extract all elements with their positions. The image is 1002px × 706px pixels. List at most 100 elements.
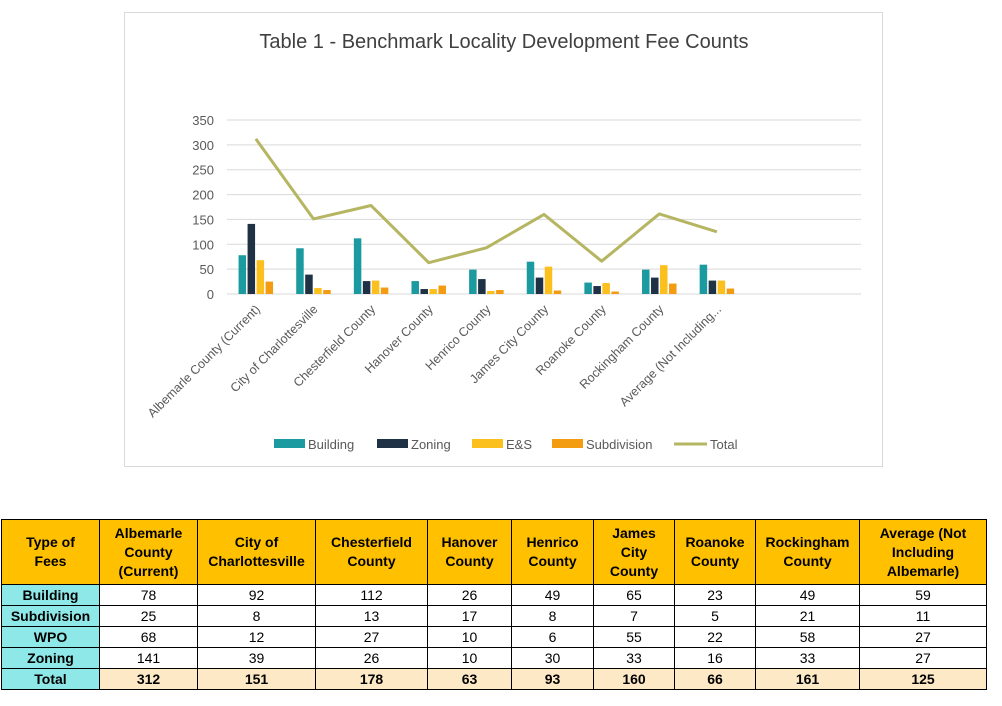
column-header: James City County [593,519,675,585]
column-header-line: Chesterfield [331,534,412,550]
table-cell: 27 [859,626,987,648]
table-cell: 141 [99,647,198,669]
table-cell: 92 [197,584,316,606]
bar-building [411,281,419,294]
column-header-line: James [612,524,656,541]
table-cell: 26 [427,584,512,606]
column-header-line: County [347,553,396,569]
table-cell: 30 [511,647,594,669]
bar-zoning [651,277,659,294]
table-cell: 33 [755,647,860,669]
table-cell: 178 [315,668,428,690]
table-cell: 8 [511,605,594,627]
table-cell: 13 [315,605,428,627]
bar-subdivision [669,283,677,294]
bar-subdivision [438,285,446,294]
table-row: WPO 68 12 27 10 6 55 22 58 27 [1,626,987,648]
row-header: Total [1,668,100,690]
bar-building [353,238,362,294]
column-header-line: County [609,562,659,579]
table-cell: 65 [593,584,675,606]
bar-subdivision [611,291,619,294]
table-cell: 160 [593,668,675,690]
table-cell: 10 [427,647,512,669]
column-header-line: Type of [26,534,75,550]
table-cell: 33 [593,647,675,669]
legend-swatch [377,439,408,448]
table-cell: 66 [674,668,756,690]
bar-es [717,280,726,294]
column-header-line: Albemarle) [886,562,960,579]
column-header-line: Roanoke [685,534,745,550]
column-header-line: Henrico [526,534,579,550]
table-cell: 10 [427,626,512,648]
x-category-label: Average (Not Including... [617,302,724,409]
bar-building [238,255,247,294]
bar-building [296,248,304,294]
legend-swatch [274,439,305,448]
bar-subdivision [726,288,735,294]
row-header: Zoning [1,647,100,669]
row-header: Building [1,584,100,606]
table-cell: 49 [511,584,594,606]
legend-swatch [472,439,503,448]
bar-es [429,289,437,294]
table-cell: 27 [315,626,428,648]
bar-es [602,283,610,294]
table-cell: 11 [859,605,987,627]
column-header-line: Albemarle [114,524,183,541]
bar-es [660,265,668,294]
table-cell: 63 [427,668,512,690]
bar-building [699,264,708,294]
legend-swatch [552,439,583,448]
bar-es [314,288,322,294]
table-cell: 26 [315,647,428,669]
legend-label: Subdivision [586,437,653,452]
column-header: Average (Not Including Albemarle) [859,519,987,585]
table-cell: 17 [427,605,512,627]
column-header-line: County [124,543,173,560]
column-header-line: Average (Not [879,524,967,541]
bar-building [526,261,535,294]
column-header-line: County [690,553,740,569]
column-header-line: City of [234,534,279,550]
y-tick-label: 300 [192,138,214,153]
bar-es [487,291,495,294]
table-cell: 312 [99,668,198,690]
table-cell: 68 [99,626,198,648]
table-cell: 161 [755,668,860,690]
table-row: Building 78 92 112 26 49 65 23 49 59 [1,584,987,606]
table-cell: 58 [755,626,860,648]
bar-zoning [305,274,313,294]
table-row: Total 312 151 178 63 93 160 66 161 125 [1,668,987,690]
table-cell: 6 [511,626,594,648]
column-header: Hanover County [427,519,512,585]
column-header-line: County [528,553,577,569]
bar-es [544,266,553,294]
row-header: Subdivision [1,605,100,627]
row-header: WPO [1,626,100,648]
bar-subdivision [265,281,274,294]
bar-building [642,269,650,294]
legend-label: Building [308,437,354,452]
legend-label: Total [710,437,738,452]
table-cell: 27 [859,647,987,669]
table-cell: 8 [197,605,316,627]
table-cell: 16 [674,647,756,669]
y-tick-label: 100 [192,237,214,252]
table-cell: 23 [674,584,756,606]
column-header: City of Charlottesville [197,519,316,585]
column-header-line: Fees [34,553,67,569]
y-tick-label: 150 [192,212,214,227]
bar-zoning [593,286,601,294]
chart: Table 1 - Benchmark Locality Development… [145,31,861,452]
bar-zoning [478,279,486,294]
x-category-label: Albemarle County (Current) [145,302,263,420]
table-cell: 5 [674,605,756,627]
table-cell: 12 [197,626,316,648]
bar-subdivision [496,290,504,294]
column-header-line: County [783,553,832,569]
table-cell: 22 [674,626,756,648]
column-header: Henrico County [511,519,594,585]
bar-zoning [708,280,717,294]
